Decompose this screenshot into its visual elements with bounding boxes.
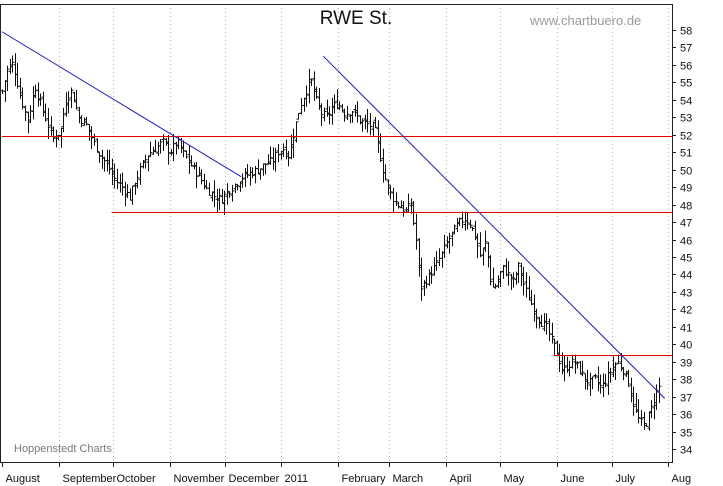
price-bars-layer (0, 53, 662, 431)
plot-frame (0, 4, 673, 463)
x-tick-label: July (616, 473, 636, 485)
y-tick-label: 50 (680, 166, 692, 178)
y-tick-label: 52 (680, 131, 692, 143)
y-tick-label: 42 (680, 305, 692, 317)
y-tick-label: 36 (680, 410, 692, 422)
x-tick-label: October (117, 473, 156, 485)
y-tick-label: 44 (680, 270, 692, 282)
y-tick-label: 38 (680, 375, 692, 387)
y-tick-label: 43 (680, 288, 692, 300)
y-tick-label: 45 (680, 253, 692, 265)
y-tick-label: 53 (680, 113, 692, 125)
overlay-lines-layer (1, 31, 672, 399)
y-tick-label: 57 (680, 43, 692, 55)
x-tick-label: Aug (672, 473, 692, 485)
chart-title: RWE St. (319, 8, 393, 29)
x-tick-label: November (174, 473, 225, 485)
y-tick-label: 51 (680, 148, 692, 160)
y-tick-label: 34 (680, 445, 692, 457)
y-tick-label: 48 (680, 201, 692, 213)
x-tick-label: May (504, 473, 525, 485)
x-tick-label: February (342, 473, 387, 485)
x-tick-label: December (229, 473, 280, 485)
source-credit: Hoppenstedt Charts (14, 443, 112, 455)
grid-layer (59, 4, 669, 462)
y-tick-label: 39 (680, 358, 692, 370)
x-tick-label: September (63, 473, 117, 485)
y-tick-label: 54 (680, 96, 692, 108)
y-tick-label: 37 (680, 393, 692, 405)
y-tick-label: 40 (680, 340, 692, 352)
trend-line-1 (1, 31, 242, 178)
x-tick-label: April (450, 473, 472, 485)
y-tick-label: 56 (680, 61, 692, 73)
trend-line-2 (322, 55, 666, 399)
y-tick-label: 58 (680, 26, 692, 38)
y-tick-label: 41 (680, 323, 692, 335)
watermark-text: www.chartbuero.de (530, 13, 642, 28)
x-tick-label: June (561, 473, 585, 485)
y-tick-label: 49 (680, 183, 692, 195)
y-tick-label: 46 (680, 236, 692, 248)
axes-layer: August September October November December 20… (0, 4, 692, 485)
y-tick-label: 47 (680, 218, 692, 230)
x-tick-label: March (393, 473, 424, 485)
x-tick-label: 2011 (285, 473, 309, 485)
x-tick-label: August (6, 473, 40, 485)
y-tick-label: 55 (680, 78, 692, 90)
y-tick-label: 35 (680, 428, 692, 440)
